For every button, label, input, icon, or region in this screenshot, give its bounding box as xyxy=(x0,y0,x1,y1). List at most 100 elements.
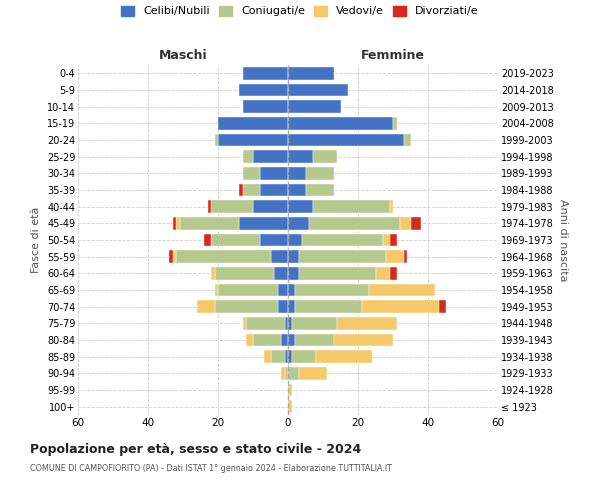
Bar xyxy=(295,300,361,313)
Bar xyxy=(263,350,271,363)
Bar xyxy=(288,300,295,313)
Bar xyxy=(288,250,299,263)
Text: Femmine: Femmine xyxy=(361,48,425,62)
Bar xyxy=(169,250,173,263)
Bar xyxy=(400,217,410,230)
Bar xyxy=(316,350,372,363)
Bar xyxy=(292,317,337,330)
Bar xyxy=(211,234,260,246)
Bar xyxy=(292,350,316,363)
Bar xyxy=(260,184,288,196)
Bar xyxy=(288,334,295,346)
Bar xyxy=(253,200,288,213)
Bar xyxy=(173,217,176,230)
Bar xyxy=(215,134,218,146)
Bar xyxy=(239,84,288,96)
Bar xyxy=(284,350,288,363)
Bar xyxy=(299,267,376,280)
Bar xyxy=(439,300,445,313)
Bar xyxy=(179,217,239,230)
Bar xyxy=(288,117,393,130)
Text: Popolazione per età, sesso e stato civile - 2024: Popolazione per età, sesso e stato civil… xyxy=(30,442,361,456)
Bar xyxy=(215,267,274,280)
Bar xyxy=(334,334,393,346)
Bar xyxy=(271,350,284,363)
Bar xyxy=(253,150,288,163)
Legend: Celibi/Nubili, Coniugati/e, Vedovi/e, Divorziati/e: Celibi/Nubili, Coniugati/e, Vedovi/e, Di… xyxy=(121,6,479,16)
Bar xyxy=(393,117,397,130)
Bar xyxy=(242,150,253,163)
Bar xyxy=(389,234,397,246)
Bar xyxy=(313,150,337,163)
Bar xyxy=(242,67,288,80)
Bar xyxy=(242,100,288,113)
Bar xyxy=(197,300,215,313)
Bar xyxy=(239,184,242,196)
Bar xyxy=(288,217,309,230)
Bar xyxy=(288,367,299,380)
Bar xyxy=(288,350,292,363)
Bar xyxy=(176,250,271,263)
Bar xyxy=(253,334,281,346)
Bar xyxy=(361,300,439,313)
Bar xyxy=(204,234,211,246)
Bar xyxy=(277,284,288,296)
Bar xyxy=(288,100,341,113)
Bar xyxy=(410,217,421,230)
Bar xyxy=(288,67,334,80)
Bar xyxy=(218,284,277,296)
Bar xyxy=(313,200,389,213)
Bar xyxy=(288,134,404,146)
Bar xyxy=(288,184,305,196)
Bar xyxy=(277,300,288,313)
Bar xyxy=(302,234,383,246)
Bar xyxy=(389,200,393,213)
Bar xyxy=(215,300,277,313)
Bar xyxy=(208,200,211,213)
Bar xyxy=(288,267,299,280)
Bar xyxy=(242,317,246,330)
Bar xyxy=(284,317,288,330)
Bar xyxy=(295,284,368,296)
Bar xyxy=(295,334,334,346)
Bar xyxy=(288,400,292,413)
Bar xyxy=(288,167,305,179)
Text: Maschi: Maschi xyxy=(158,48,208,62)
Bar xyxy=(242,167,260,179)
Bar xyxy=(215,284,218,296)
Bar xyxy=(288,317,292,330)
Bar xyxy=(281,334,288,346)
Bar xyxy=(218,117,288,130)
Bar xyxy=(211,267,215,280)
Bar xyxy=(246,334,253,346)
Bar xyxy=(284,367,288,380)
Text: COMUNE DI CAMPOFIORITO (PA) - Dati ISTAT 1° gennaio 2024 - Elaborazione TUTTITAL: COMUNE DI CAMPOFIORITO (PA) - Dati ISTAT… xyxy=(30,464,392,473)
Bar xyxy=(305,184,334,196)
Bar xyxy=(383,234,389,246)
Bar xyxy=(218,134,288,146)
Bar xyxy=(173,250,176,263)
Bar xyxy=(288,384,292,396)
Bar xyxy=(404,250,407,263)
Bar xyxy=(299,250,386,263)
Bar xyxy=(337,317,397,330)
Bar xyxy=(176,217,179,230)
Bar xyxy=(376,267,389,280)
Bar xyxy=(288,234,302,246)
Bar xyxy=(260,234,288,246)
Bar xyxy=(368,284,435,296)
Bar xyxy=(239,217,288,230)
Bar xyxy=(288,200,313,213)
Bar xyxy=(404,134,410,146)
Bar xyxy=(242,184,260,196)
Bar xyxy=(281,367,284,380)
Y-axis label: Fasce di età: Fasce di età xyxy=(31,207,41,273)
Bar xyxy=(309,217,400,230)
Bar xyxy=(386,250,404,263)
Bar xyxy=(260,167,288,179)
Bar xyxy=(305,167,334,179)
Bar xyxy=(211,200,253,213)
Bar xyxy=(288,84,347,96)
Bar xyxy=(389,267,397,280)
Bar xyxy=(288,150,313,163)
